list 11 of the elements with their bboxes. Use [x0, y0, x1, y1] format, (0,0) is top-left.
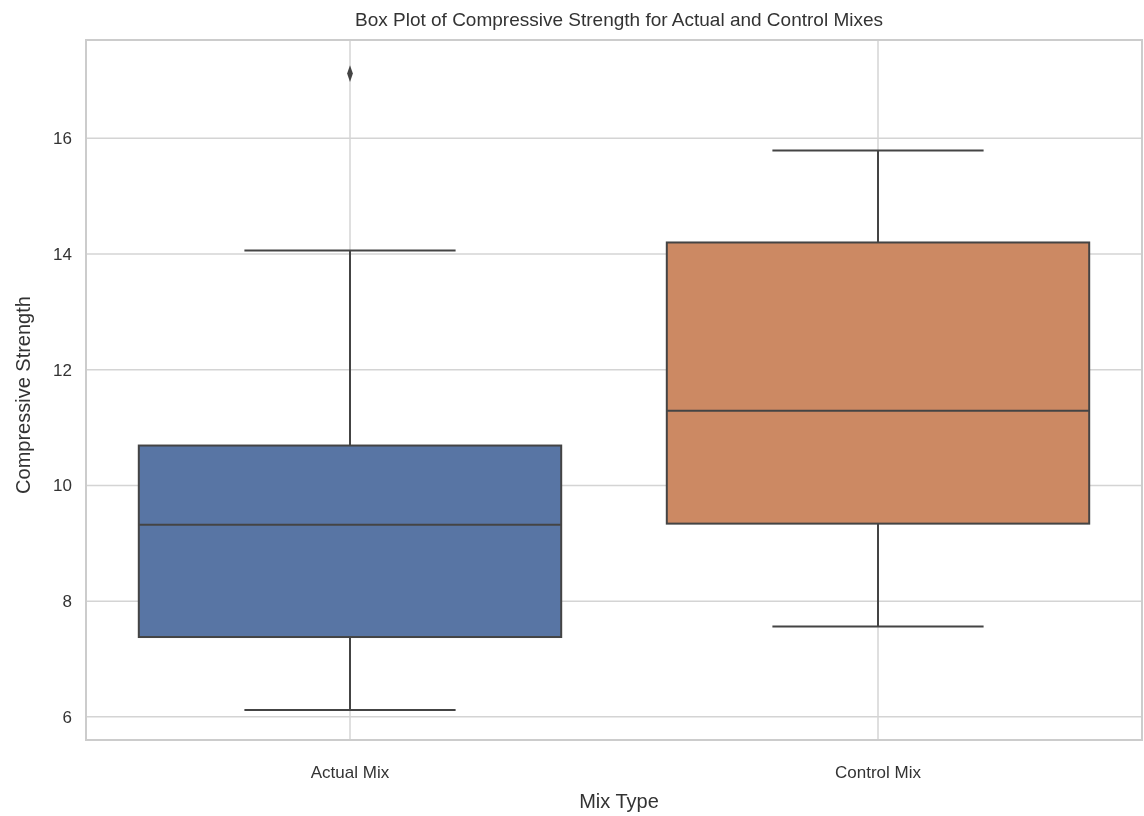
- y-tick-label: 12: [53, 360, 72, 380]
- y-tick-label: 6: [62, 707, 72, 727]
- y-tick-label: 10: [53, 476, 72, 496]
- chart-title: Box Plot of Compressive Strength for Actual and Control Mixes: [354, 9, 884, 30]
- x-tick-label: Actual Mix: [310, 763, 390, 782]
- y-axis-title: Compressive Strength: [12, 296, 34, 494]
- y-tick-label: 16: [53, 129, 72, 149]
- y-tick-label: 14: [53, 245, 72, 264]
- x-axis-title: Mix Type: [579, 790, 659, 812]
- x-tick-label: Control Mix: [835, 763, 922, 782]
- y-tick-label: 8: [62, 592, 72, 612]
